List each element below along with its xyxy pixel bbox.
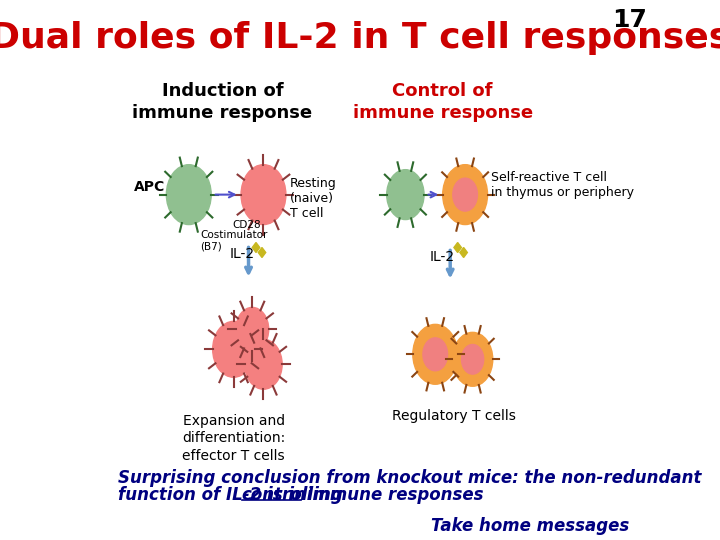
Circle shape bbox=[212, 321, 254, 377]
Text: 17: 17 bbox=[612, 8, 647, 32]
Text: IL-2: IL-2 bbox=[230, 247, 255, 261]
Text: Regulatory T cells: Regulatory T cells bbox=[392, 409, 516, 423]
Text: CD28: CD28 bbox=[233, 220, 261, 229]
Circle shape bbox=[236, 307, 269, 352]
Text: Surprising conclusion from knockout mice: the non-redundant: Surprising conclusion from knockout mice… bbox=[118, 469, 701, 487]
Text: function of IL-2 is in: function of IL-2 is in bbox=[118, 486, 312, 504]
Circle shape bbox=[241, 165, 286, 225]
Polygon shape bbox=[454, 242, 462, 253]
Polygon shape bbox=[252, 242, 260, 253]
Text: Self-reactive T cell
in thymus or periphery: Self-reactive T cell in thymus or periph… bbox=[491, 171, 634, 199]
Circle shape bbox=[462, 345, 484, 374]
Text: Costimulator
(B7): Costimulator (B7) bbox=[200, 230, 267, 251]
Text: Expansion and
differentiation:
effector T cells: Expansion and differentiation: effector … bbox=[182, 414, 285, 463]
Text: Take home messages: Take home messages bbox=[431, 517, 629, 535]
Circle shape bbox=[453, 178, 477, 211]
Text: controlling: controlling bbox=[241, 486, 343, 504]
Text: IL-2: IL-2 bbox=[429, 251, 454, 265]
Polygon shape bbox=[460, 247, 467, 258]
Text: Control of
immune response: Control of immune response bbox=[353, 82, 533, 122]
Text: immune responses: immune responses bbox=[301, 486, 483, 504]
Text: APC: APC bbox=[134, 180, 165, 194]
Circle shape bbox=[387, 170, 424, 220]
Circle shape bbox=[443, 165, 487, 225]
Circle shape bbox=[166, 165, 211, 225]
Circle shape bbox=[452, 332, 492, 386]
Text: Resting
(naive)
T cell: Resting (naive) T cell bbox=[289, 177, 336, 220]
Circle shape bbox=[423, 338, 448, 371]
Text: Induction of
immune response: Induction of immune response bbox=[132, 82, 312, 122]
Polygon shape bbox=[258, 247, 266, 258]
Text: Dual roles of IL-2 in T cell responses: Dual roles of IL-2 in T cell responses bbox=[0, 21, 720, 55]
Circle shape bbox=[413, 325, 458, 384]
Circle shape bbox=[245, 339, 282, 389]
